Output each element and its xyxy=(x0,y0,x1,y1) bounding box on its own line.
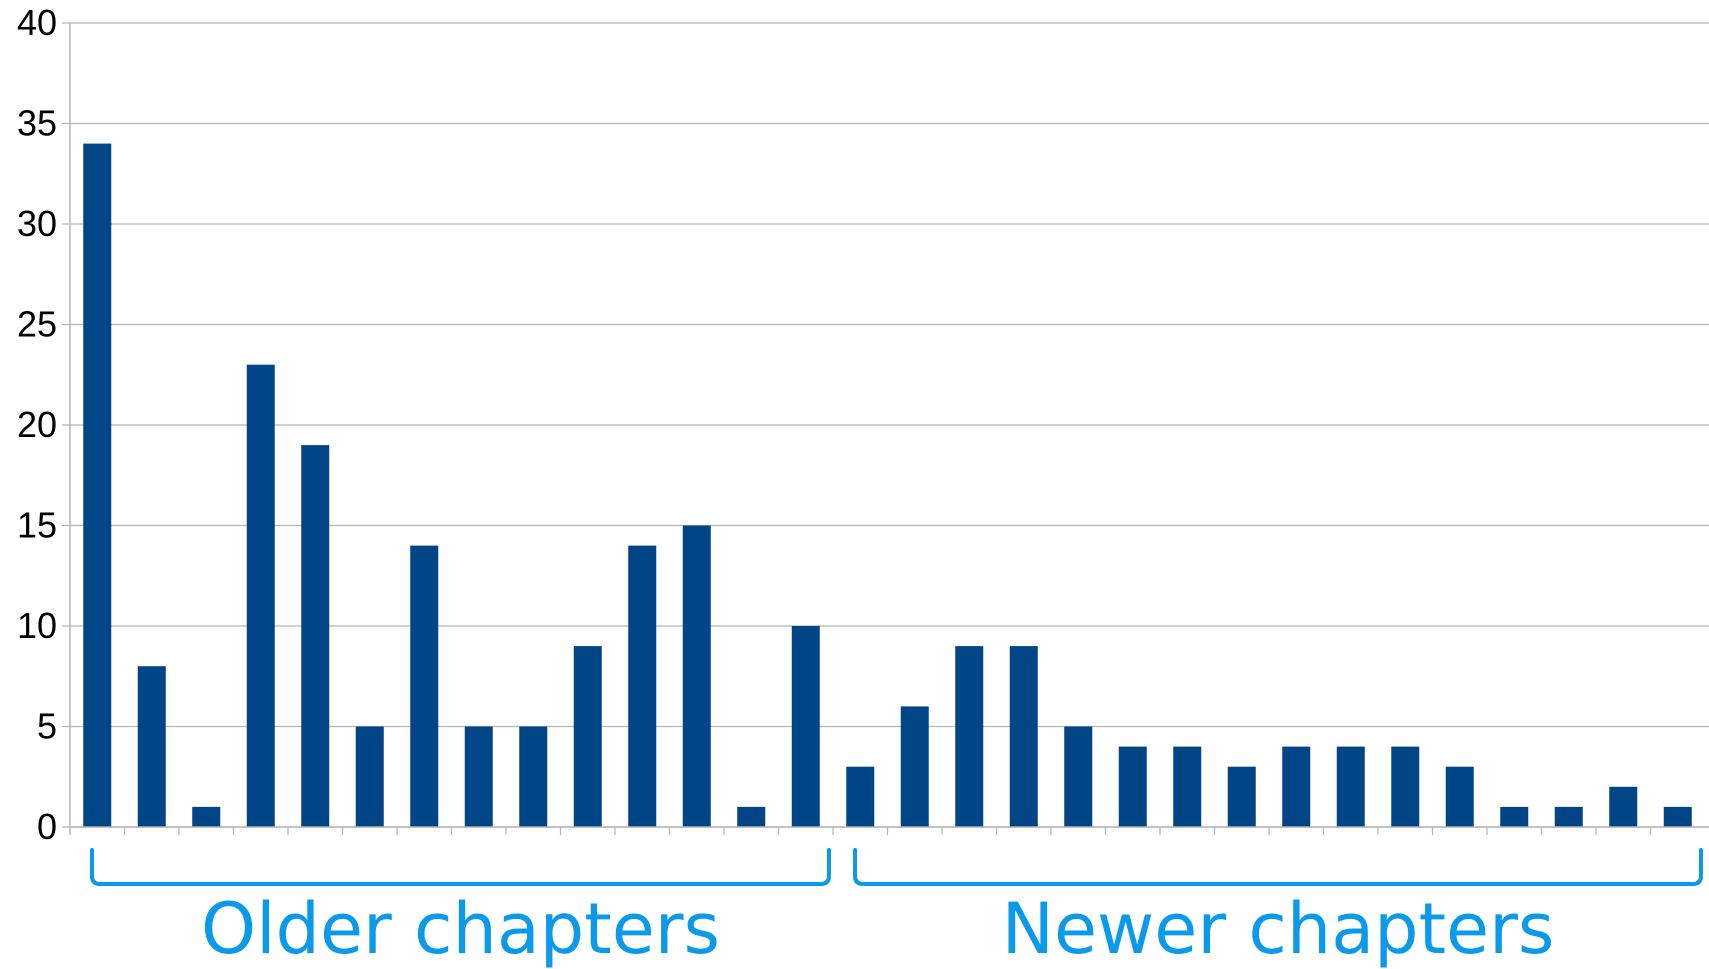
y-tick-label: 30 xyxy=(17,203,57,244)
group-label: Older chapters xyxy=(201,888,720,969)
bar xyxy=(1118,746,1147,827)
bar xyxy=(1554,806,1583,827)
y-tick-label: 15 xyxy=(17,505,57,546)
bar xyxy=(955,646,984,827)
bar xyxy=(1064,726,1093,827)
bar xyxy=(464,726,493,827)
bar xyxy=(1445,766,1474,827)
group-bracket xyxy=(90,848,831,886)
bar xyxy=(628,545,657,827)
group-label: Newer chapters xyxy=(1002,888,1555,969)
bars xyxy=(83,143,1692,828)
bar xyxy=(900,706,929,827)
y-axis-ticks: 0 5 10 15 20 25 30 35 40 xyxy=(17,2,57,847)
bar xyxy=(573,646,602,827)
y-tick-label: 0 xyxy=(37,806,57,847)
bar xyxy=(192,806,221,827)
bar xyxy=(410,545,439,827)
bar xyxy=(1609,786,1638,827)
bar xyxy=(1391,746,1420,827)
bar xyxy=(246,364,275,827)
bar xyxy=(1173,746,1202,827)
bar xyxy=(519,726,548,827)
y-tick-label: 10 xyxy=(17,605,57,646)
axes xyxy=(69,23,1709,835)
y-tick-label: 40 xyxy=(17,2,57,43)
y-tick-label: 5 xyxy=(37,706,57,747)
y-tick-label: 20 xyxy=(17,404,57,445)
bar xyxy=(1227,766,1256,827)
bar xyxy=(682,525,711,827)
bar xyxy=(1663,806,1692,827)
bar xyxy=(137,666,166,827)
bar xyxy=(301,445,330,827)
bar xyxy=(1336,746,1365,827)
bar xyxy=(737,806,766,827)
bar xyxy=(1282,746,1311,827)
bar xyxy=(1500,806,1529,827)
grid-lines xyxy=(62,22,1709,828)
bar xyxy=(846,766,875,827)
y-tick-label: 35 xyxy=(17,103,57,144)
bar xyxy=(1009,646,1038,827)
bar xyxy=(791,626,820,827)
group-bracket xyxy=(853,848,1703,886)
bar xyxy=(83,143,112,828)
y-tick-label: 25 xyxy=(17,304,57,345)
bar xyxy=(355,726,384,827)
group-brackets: Older chapters Newer chapters xyxy=(90,848,1703,969)
